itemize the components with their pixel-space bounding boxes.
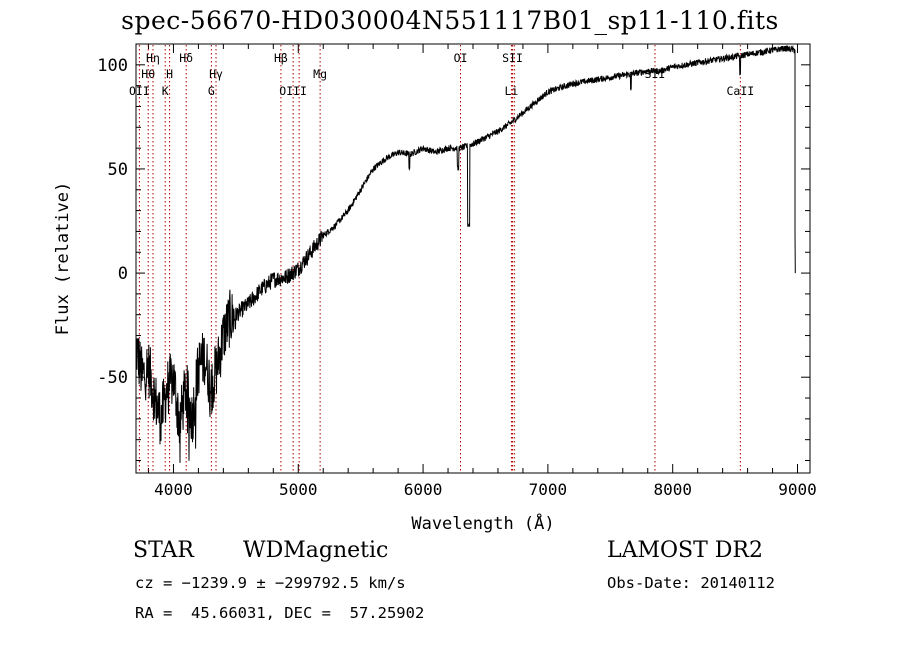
coordinates: RA = 45.66031, DEC = 57.25902 <box>135 604 425 622</box>
object-class: STAR <box>133 538 194 563</box>
feature-label: Mg <box>313 67 327 81</box>
feature-label: Hθ <box>141 67 155 81</box>
feature-label: OII <box>129 84 150 98</box>
obs-date: Obs-Date: 20140112 <box>607 574 775 592</box>
x-tick-label: 5000 <box>279 480 318 499</box>
x-tick-label: 6000 <box>404 480 443 499</box>
x-tick-label: 8000 <box>653 480 692 499</box>
feature-label: G <box>208 84 215 98</box>
x-tick-label: 9000 <box>778 480 817 499</box>
y-axis-label: Flux (relative) <box>53 182 73 336</box>
x-axis-label: Wavelength (Å) <box>411 512 554 534</box>
object-subclass: WDMagnetic <box>243 538 389 563</box>
feature-label: Li <box>505 84 519 98</box>
x-tick-label: 4000 <box>154 480 193 499</box>
feature-label: Hγ <box>209 67 223 81</box>
feature-label: OIII <box>279 84 307 98</box>
y-tick-label: 0 <box>118 264 128 284</box>
y-tick-label: -50 <box>97 368 128 388</box>
x-tick-label: 7000 <box>529 480 568 499</box>
feature-label: Hδ <box>179 51 193 65</box>
feature-label: H <box>166 67 173 81</box>
feature-label: CaII <box>727 84 755 98</box>
survey-name: LAMOST DR2 <box>607 538 763 563</box>
feature-label: K <box>162 84 169 98</box>
feature-label: Hβ <box>274 51 288 65</box>
redshift-text: cz = −1239.9 ± −299792.5 km/s <box>135 574 406 592</box>
spectrum-line <box>135 44 796 463</box>
y-tick-label: 100 <box>97 56 128 76</box>
feature-label: SII <box>502 51 523 65</box>
y-tick-label: 50 <box>108 160 128 180</box>
plot-frame <box>135 43 811 474</box>
feature-label: Hη <box>146 51 160 65</box>
feature-label: OI <box>454 51 468 65</box>
chart-title: spec-56670-HD030004N551117B01_sp11-110.f… <box>121 6 779 35</box>
